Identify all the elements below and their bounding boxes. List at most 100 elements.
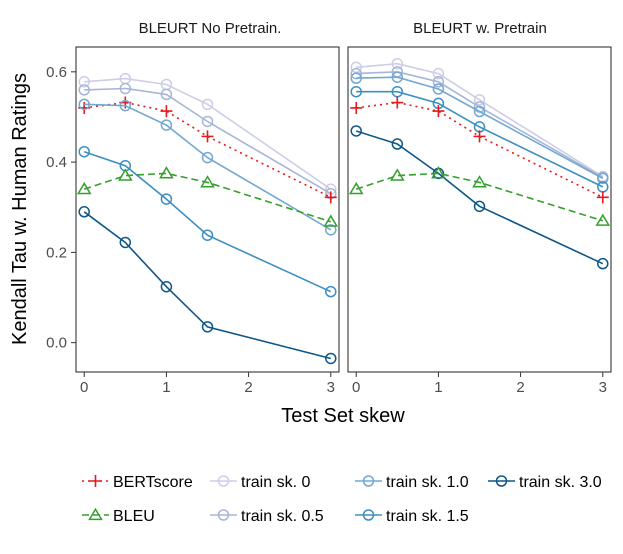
legend-label: train sk. 1.5: [386, 508, 469, 525]
data-point-train05: [432, 76, 445, 88]
data-point-train30: [325, 352, 337, 365]
data-point-train05: [160, 88, 173, 101]
data-point-train30: [201, 321, 214, 333]
data-point-bertscore: [324, 191, 337, 204]
legend-key-marker: [217, 475, 230, 487]
data-point-bleu: [431, 166, 446, 179]
series-line-train05: [84, 87, 332, 195]
data-point-train05: [119, 82, 132, 95]
data-point-bertscore: [391, 96, 404, 109]
y-tick-label: 0.0: [46, 335, 67, 352]
data-point-train10: [432, 83, 445, 95]
data-point-train10: [119, 99, 132, 112]
series-train30: [350, 125, 609, 270]
series-bleu: [348, 166, 611, 226]
legend-key-marker: [88, 507, 103, 521]
data-point-train15: [160, 193, 173, 205]
data-point-bleu: [472, 175, 487, 188]
data-point-train15: [325, 285, 337, 298]
series-line-train15: [83, 150, 332, 293]
x-tick-label: 1: [434, 379, 442, 396]
legend-label: train sk. 1.0: [386, 474, 469, 491]
data-point-train30: [597, 257, 609, 270]
x-tick-label: 0: [352, 379, 360, 396]
data-point-train15: [201, 229, 214, 241]
series-line-train05: [356, 70, 604, 179]
data-point-train30: [473, 200, 486, 213]
data-point-train30: [78, 206, 90, 218]
x-tick-label: 1: [162, 379, 170, 396]
y-tick-label: 0.4: [46, 154, 67, 171]
data-point-bertscore: [473, 130, 486, 143]
panel-title-right: BLEURT w. Pretrain: [413, 20, 547, 37]
series-line-train0: [356, 62, 604, 178]
series-bertscore: [350, 96, 609, 204]
data-point-bleu: [348, 181, 364, 195]
x-tick-label: 0: [80, 379, 88, 396]
data-point-bleu: [595, 213, 611, 226]
legend-label: train sk. 0: [241, 474, 310, 491]
data-point-bertscore: [160, 105, 173, 118]
data-point-train0: [473, 94, 486, 106]
data-point-train0: [119, 72, 132, 85]
data-point-train15: [78, 145, 90, 158]
legend-label: train sk. 3.0: [519, 474, 602, 491]
panel-frame-left: [75, 46, 340, 373]
data-point-train0: [78, 76, 90, 88]
legend-key-marker: [89, 475, 102, 487]
data-point-train30: [119, 236, 132, 249]
data-point-train05: [201, 115, 214, 128]
legend-item-train15: train sk. 1.5: [355, 508, 469, 525]
data-point-train30: [160, 280, 173, 293]
x-axis-title: Test Set skew: [281, 405, 405, 427]
data-point-bertscore: [596, 191, 609, 204]
data-point-train10: [160, 119, 173, 131]
series-train10: [78, 98, 337, 236]
legend-label: train sk. 0.5: [241, 508, 324, 525]
data-point-train10: [78, 98, 90, 111]
data-point-bertscore: [201, 130, 214, 143]
data-point-train0: [391, 57, 404, 70]
legend-item-train05: train sk. 0.5: [210, 508, 324, 525]
legend-item-train10: train sk. 1.0: [355, 474, 469, 491]
legend-key-marker: [362, 475, 375, 487]
data-point-train10: [201, 151, 214, 164]
series-line-train30: [355, 130, 604, 265]
legend-key-marker: [362, 509, 375, 521]
series-line-train10: [84, 103, 332, 231]
series-train10: [350, 71, 609, 185]
y-axis-title: Kendall Tau w. Human Ratings: [9, 73, 31, 345]
series-bleu: [76, 166, 339, 227]
data-point-train15: [391, 85, 404, 98]
y-tick-label: 0.2: [46, 244, 67, 261]
series-train05: [78, 82, 337, 200]
legend-item-bertscore: BERTscore: [82, 474, 193, 491]
data-point-bleu: [323, 214, 339, 227]
series-line-train15: [356, 90, 604, 188]
series-line-train30: [83, 211, 331, 360]
data-point-train10: [473, 105, 486, 118]
x-tick-label: 3: [599, 379, 607, 396]
data-point-train10: [597, 172, 609, 185]
x-tick-label: 2: [516, 379, 524, 396]
legend-key-marker: [217, 509, 230, 521]
legend-label: BLEU: [113, 508, 155, 525]
data-point-bleu: [200, 175, 215, 188]
series-line-train0: [84, 77, 332, 190]
data-point-bleu: [117, 168, 133, 181]
data-point-train0: [432, 67, 445, 80]
series-train15: [78, 145, 337, 298]
legend-key-marker: [495, 475, 508, 487]
y-tick-label: 0.6: [46, 64, 67, 81]
legend-item-bleu: BLEU: [82, 507, 155, 525]
series-line-bleu: [83, 172, 332, 223]
data-point-train0: [350, 61, 362, 74]
data-point-train0: [160, 78, 173, 91]
legend-item-train30: train sk. 3.0: [488, 474, 602, 491]
data-point-train10: [350, 72, 362, 84]
data-point-train15: [350, 85, 362, 98]
legend-item-train0: train sk. 0: [210, 474, 310, 491]
data-point-bleu: [76, 181, 92, 195]
legend-label: BERTscore: [113, 474, 193, 491]
